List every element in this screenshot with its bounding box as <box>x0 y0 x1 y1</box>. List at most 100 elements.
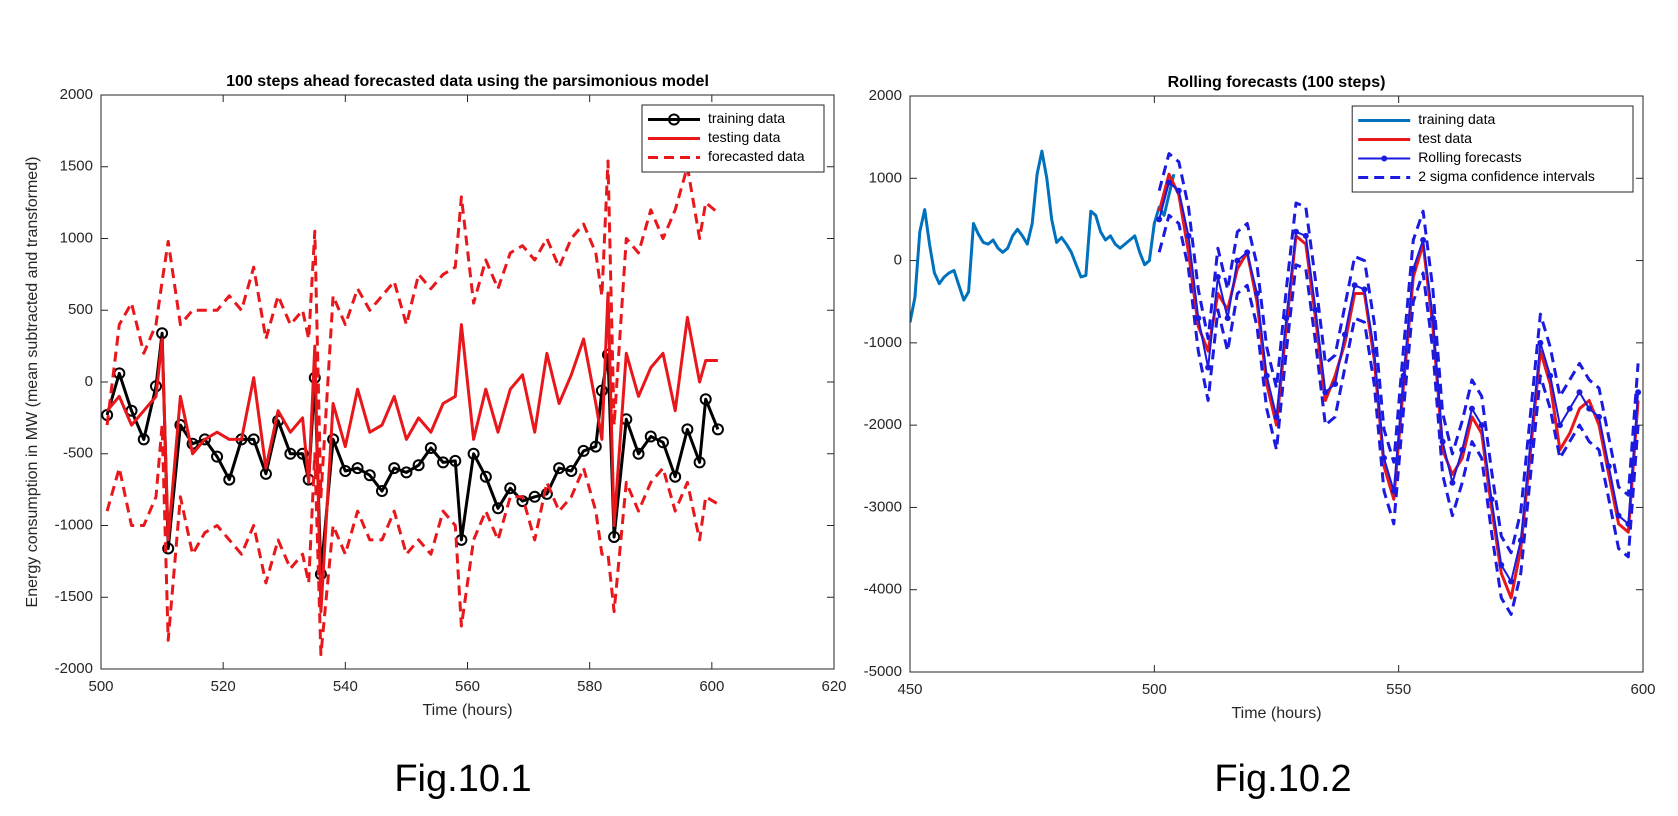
y-tick-label: 1500 <box>60 158 93 175</box>
series-line <box>105 423 719 657</box>
series-marker <box>1508 578 1515 585</box>
series-marker <box>492 502 505 515</box>
series-marker <box>1351 282 1358 289</box>
y-tick-label: -2000 <box>864 416 902 433</box>
series-marker <box>1576 389 1583 396</box>
series-marker <box>656 436 669 449</box>
legend-label: test data <box>1418 130 1472 146</box>
y-tick-label: -1000 <box>55 516 93 533</box>
series-line <box>105 291 718 614</box>
series-marker <box>1537 339 1544 346</box>
series-marker <box>198 433 211 446</box>
series-marker <box>1175 187 1182 194</box>
y-tick-label: -3000 <box>864 498 902 515</box>
y-tick-label: 500 <box>68 301 93 318</box>
x-tick-label: 600 <box>1630 681 1655 698</box>
y-tick-label: -1500 <box>55 588 93 605</box>
x-tick-label: 500 <box>88 678 113 695</box>
legend-label: training data <box>708 110 785 126</box>
series-marker <box>1459 446 1466 453</box>
y-tick-label: -2000 <box>55 660 93 677</box>
series-marker <box>1547 372 1554 379</box>
series-marker <box>553 462 566 475</box>
x-tick-label: 600 <box>699 678 724 695</box>
series-marker <box>528 490 541 503</box>
axes-box <box>100 94 835 670</box>
series-marker <box>211 450 224 463</box>
figure-caption: Fig.10.1 <box>394 758 531 800</box>
series-marker <box>327 433 340 446</box>
series-marker <box>137 433 150 446</box>
x-axis-label: Time (hours) <box>422 702 512 719</box>
series-marker <box>1596 413 1603 420</box>
series-line <box>105 159 719 499</box>
series-marker <box>1332 381 1339 387</box>
series-line <box>1157 152 1640 555</box>
series-marker <box>1273 413 1280 420</box>
series-marker <box>1586 405 1593 412</box>
legend-label: training data <box>1418 111 1495 127</box>
y-tick-label: 1000 <box>60 229 93 246</box>
legend-label: 2 sigma confidence intervals <box>1418 168 1595 184</box>
series-marker <box>608 530 621 543</box>
legend-marker <box>1381 155 1388 162</box>
chart-title: Rolling forecasts (100 steps) <box>1168 74 1386 91</box>
series-marker <box>577 444 590 457</box>
x-tick-label: 550 <box>1386 681 1411 698</box>
series-marker <box>162 542 175 555</box>
series-marker <box>1293 228 1300 235</box>
series-marker <box>589 440 602 453</box>
series-marker <box>449 454 462 467</box>
y-tick-label: -4000 <box>864 581 902 598</box>
series-marker <box>595 384 608 397</box>
series-marker <box>644 430 657 443</box>
legend-label: Rolling forecasts <box>1418 149 1522 165</box>
series-marker <box>632 447 645 460</box>
series-marker <box>1214 274 1221 281</box>
y-tick-label: 0 <box>894 252 902 269</box>
series-marker <box>1605 463 1612 470</box>
x-tick-label: 580 <box>577 678 602 695</box>
series-marker <box>1253 290 1260 297</box>
series-marker <box>1566 405 1573 412</box>
series-marker <box>1224 315 1231 322</box>
series-marker <box>424 442 437 455</box>
series-marker <box>1302 232 1309 239</box>
figure-caption: Fig.10.2 <box>1214 758 1351 800</box>
y-axis-label: Energy consumption in MW (mean subtracte… <box>24 157 41 608</box>
x-axis-label: Time (hours) <box>1231 705 1321 722</box>
series-marker <box>479 470 492 483</box>
series-marker <box>223 473 236 486</box>
series-marker <box>1322 389 1329 396</box>
series-marker <box>1263 372 1270 379</box>
x-tick-label: 500 <box>1142 681 1167 698</box>
series-marker <box>437 456 450 469</box>
y-tick-label: -1000 <box>864 334 902 351</box>
legend-marker <box>668 113 680 126</box>
series-line <box>1157 213 1640 616</box>
series-marker <box>351 462 364 475</box>
series-marker <box>1498 562 1505 569</box>
y-tick-label: 2000 <box>869 87 902 104</box>
series-marker <box>504 482 517 495</box>
series-marker <box>247 433 260 446</box>
series-marker <box>1341 331 1348 338</box>
series-marker <box>1429 315 1436 322</box>
series-marker <box>1449 479 1456 486</box>
chart-title: 100 steps ahead forecasted data using th… <box>226 73 709 90</box>
y-tick-label: -5000 <box>864 663 902 680</box>
series-marker <box>412 459 425 472</box>
series-marker <box>1361 286 1368 293</box>
series-marker <box>1439 438 1446 445</box>
y-tick-label: 1000 <box>869 169 902 186</box>
series-marker <box>1615 512 1622 519</box>
series-marker <box>284 447 297 460</box>
series-marker <box>1156 216 1163 223</box>
series-marker <box>1205 364 1212 371</box>
x-tick-label: 450 <box>897 681 922 698</box>
series-marker <box>699 393 712 406</box>
x-tick-label: 620 <box>821 678 846 695</box>
y-tick-label: -500 <box>63 445 93 462</box>
series-marker <box>388 462 401 475</box>
